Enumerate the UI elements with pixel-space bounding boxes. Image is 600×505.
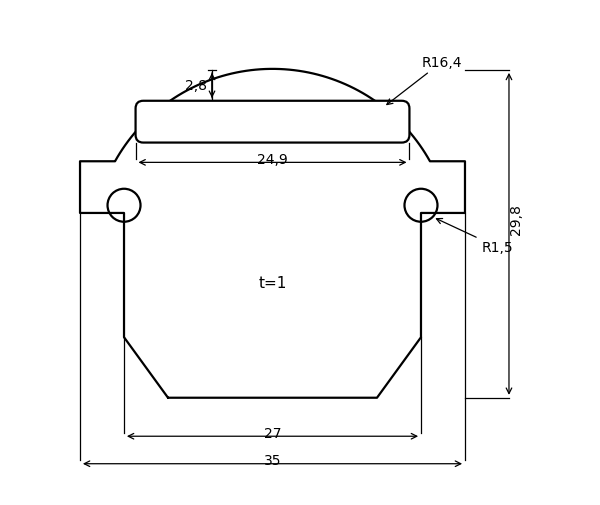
Text: 24,9: 24,9 xyxy=(257,153,288,166)
Text: t=1: t=1 xyxy=(259,275,287,290)
Text: R16,4: R16,4 xyxy=(387,56,463,106)
Text: R1,5: R1,5 xyxy=(436,219,513,255)
Text: 2,8: 2,8 xyxy=(185,79,206,93)
Text: 29,8: 29,8 xyxy=(509,204,523,234)
Text: 35: 35 xyxy=(264,453,281,467)
FancyBboxPatch shape xyxy=(136,102,409,143)
Text: 27: 27 xyxy=(264,426,281,440)
